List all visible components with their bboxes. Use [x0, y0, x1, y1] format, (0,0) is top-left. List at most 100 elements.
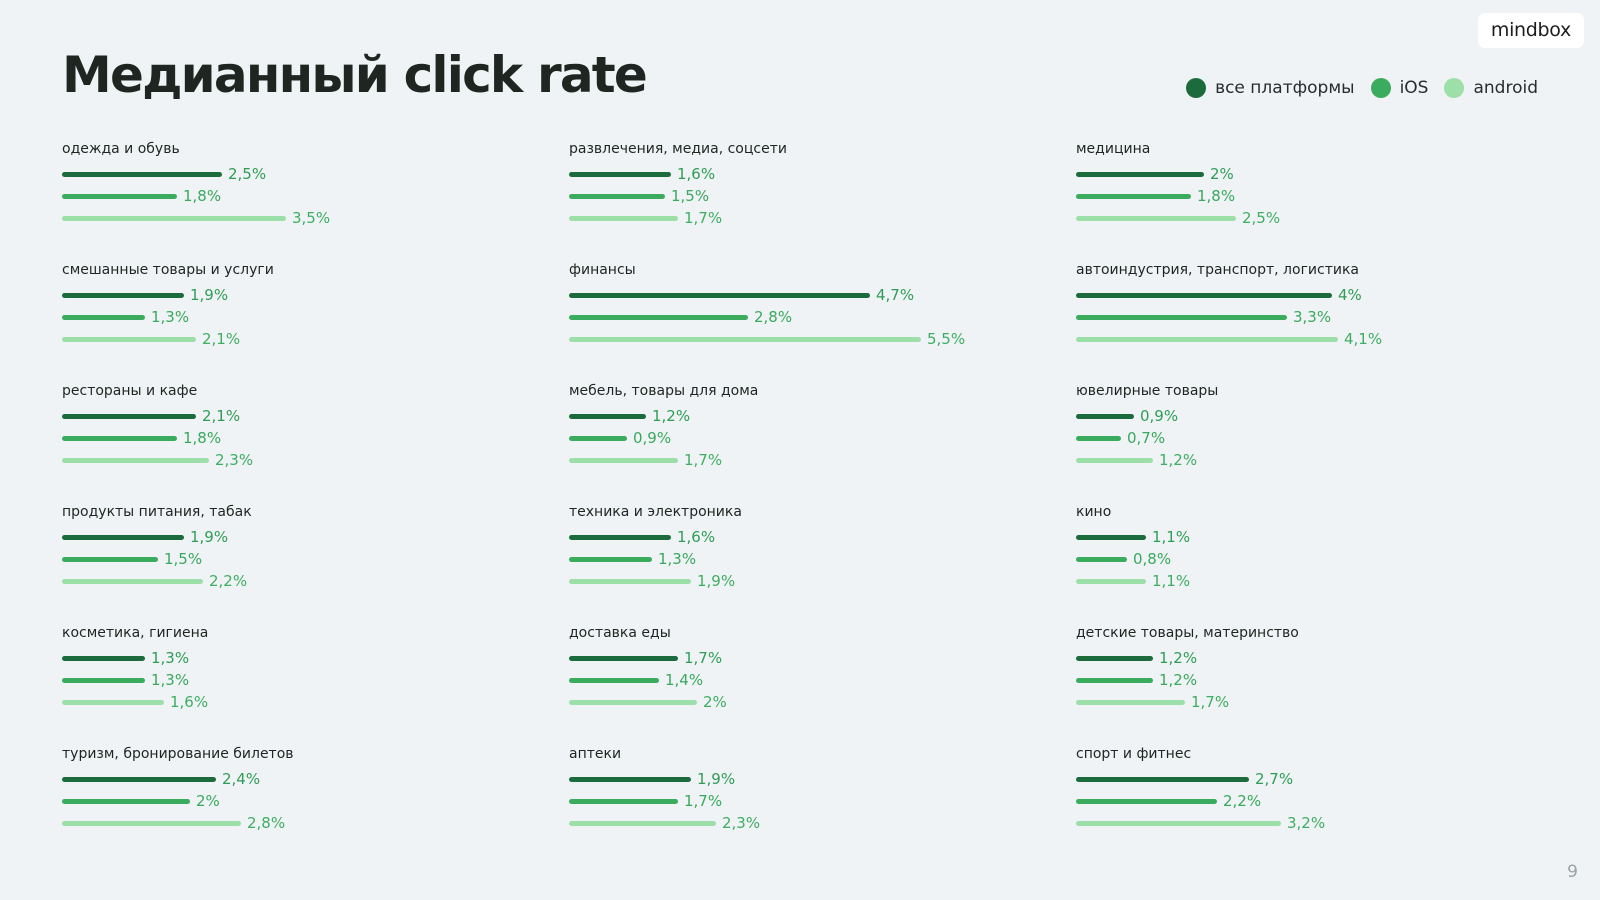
bar-ios: [62, 798, 190, 804]
bar-value-label: 1,7%: [684, 649, 723, 667]
bar-value-label: 1,5%: [164, 550, 203, 568]
bar-value-label: 4,1%: [1344, 330, 1383, 348]
bar-ios: [1076, 193, 1191, 199]
bar-ios: [62, 193, 177, 199]
category-label: продукты питания, табак: [62, 504, 252, 520]
bar-row-ios: 1,3%: [569, 551, 696, 567]
bar-value-label: 2%: [196, 792, 220, 810]
bar-all: [569, 413, 646, 419]
bar-value-label: 1,4%: [665, 671, 704, 689]
bar-row-all: 2%: [1076, 166, 1234, 182]
bar-value-label: 3,5%: [292, 209, 331, 227]
bar-row-android: 2%: [569, 694, 727, 710]
bar-all: [62, 292, 184, 298]
bar-row-all: 1,6%: [569, 166, 715, 182]
bar-value-label: 1,2%: [1159, 649, 1198, 667]
bar-value-label: 1,7%: [684, 209, 723, 227]
bar-ios: [1076, 314, 1287, 320]
bar-row-android: 1,7%: [1076, 694, 1229, 710]
bar-ios: [569, 435, 627, 441]
bar-row-all: 0,9%: [1076, 408, 1178, 424]
page-number: 9: [1567, 862, 1578, 882]
bar-value-label: 2,1%: [202, 407, 241, 425]
category-block: спорт и фитнес 2,7% 2,2% 3,2%: [1076, 746, 1546, 846]
bar-value-label: 1,6%: [677, 528, 716, 546]
bar-android: [1076, 820, 1281, 826]
bar-value-label: 3,3%: [1293, 308, 1332, 326]
bar-value-label: 1,7%: [684, 792, 723, 810]
bar-value-label: 1,3%: [151, 671, 190, 689]
bar-value-label: 2,1%: [202, 330, 241, 348]
category-block: детские товары, материнство 1,2% 1,2% 1,7%: [1076, 625, 1546, 725]
category-label: одежда и обувь: [62, 141, 180, 157]
bar-android: [62, 457, 209, 463]
bar-row-ios: 0,8%: [1076, 551, 1171, 567]
category-label: спорт и фитнес: [1076, 746, 1192, 762]
bar-row-android: 2,2%: [62, 573, 247, 589]
category-block: развлечения, медиа, соцсети 1,6% 1,5% 1,7%: [569, 141, 1039, 241]
bar-value-label: 4%: [1338, 286, 1362, 304]
chart-legend: все платформы iOS android: [1170, 78, 1538, 98]
bar-value-label: 1,3%: [151, 649, 190, 667]
bar-android: [569, 578, 691, 584]
bar-row-android: 2,3%: [62, 452, 253, 468]
bar-ios: [1076, 435, 1121, 441]
bar-value-label: 1,7%: [684, 451, 723, 469]
bar-all: [62, 171, 222, 177]
bar-row-android: 2,5%: [1076, 210, 1280, 226]
bar-value-label: 1,3%: [151, 308, 190, 326]
bar-row-ios: 2%: [62, 793, 220, 809]
bar-row-android: 5,5%: [569, 331, 965, 347]
bar-row-all: 4%: [1076, 287, 1362, 303]
bar-all: [1076, 776, 1249, 782]
bar-android: [569, 215, 678, 221]
bar-row-all: 1,9%: [569, 771, 735, 787]
category-block: финансы 4,7% 2,8% 5,5%: [569, 262, 1039, 362]
bar-ios: [569, 798, 678, 804]
bar-row-android: 2,3%: [569, 815, 760, 831]
category-block: медицина 2% 1,8% 2,5%: [1076, 141, 1546, 241]
bar-all: [62, 534, 184, 540]
bar-row-ios: 2,2%: [1076, 793, 1261, 809]
legend-label-android: android: [1473, 78, 1538, 98]
bar-row-ios: 1,5%: [569, 188, 709, 204]
bar-row-all: 2,5%: [62, 166, 266, 182]
bar-android: [62, 820, 241, 826]
category-label: техника и электроника: [569, 504, 742, 520]
bar-value-label: 2,7%: [1255, 770, 1294, 788]
bar-value-label: 2,2%: [1223, 792, 1262, 810]
bar-row-all: 1,1%: [1076, 529, 1190, 545]
bar-row-all: 1,9%: [62, 287, 228, 303]
bar-row-ios: 1,2%: [1076, 672, 1197, 688]
bar-row-all: 1,6%: [569, 529, 715, 545]
bar-value-label: 2,4%: [222, 770, 261, 788]
bar-value-label: 2,3%: [215, 451, 254, 469]
bar-android: [62, 578, 203, 584]
bar-ios: [569, 193, 665, 199]
bar-value-label: 1,3%: [658, 550, 697, 568]
bar-value-label: 2%: [703, 693, 727, 711]
bar-ios: [569, 314, 748, 320]
bar-all: [569, 534, 671, 540]
category-block: продукты питания, табак 1,9% 1,5% 2,2%: [62, 504, 532, 604]
bar-row-ios: 3,3%: [1076, 309, 1331, 325]
bar-all: [1076, 413, 1134, 419]
mindbox-logo: mindbox: [1477, 13, 1584, 48]
bar-ios: [62, 556, 158, 562]
bar-value-label: 1,2%: [652, 407, 691, 425]
bar-all: [1076, 171, 1204, 177]
bar-value-label: 1,5%: [671, 187, 710, 205]
bar-row-ios: 2,8%: [569, 309, 792, 325]
bar-android: [1076, 336, 1338, 342]
bar-row-ios: 1,8%: [1076, 188, 1235, 204]
bar-all: [62, 413, 196, 419]
bar-value-label: 2,2%: [209, 572, 248, 590]
bar-value-label: 1,6%: [170, 693, 209, 711]
bar-value-label: 4,7%: [876, 286, 915, 304]
bar-all: [569, 655, 678, 661]
category-label: ювелирные товары: [1076, 383, 1219, 399]
bar-row-android: 1,2%: [1076, 452, 1197, 468]
bar-value-label: 5,5%: [927, 330, 966, 348]
bar-all: [62, 655, 145, 661]
